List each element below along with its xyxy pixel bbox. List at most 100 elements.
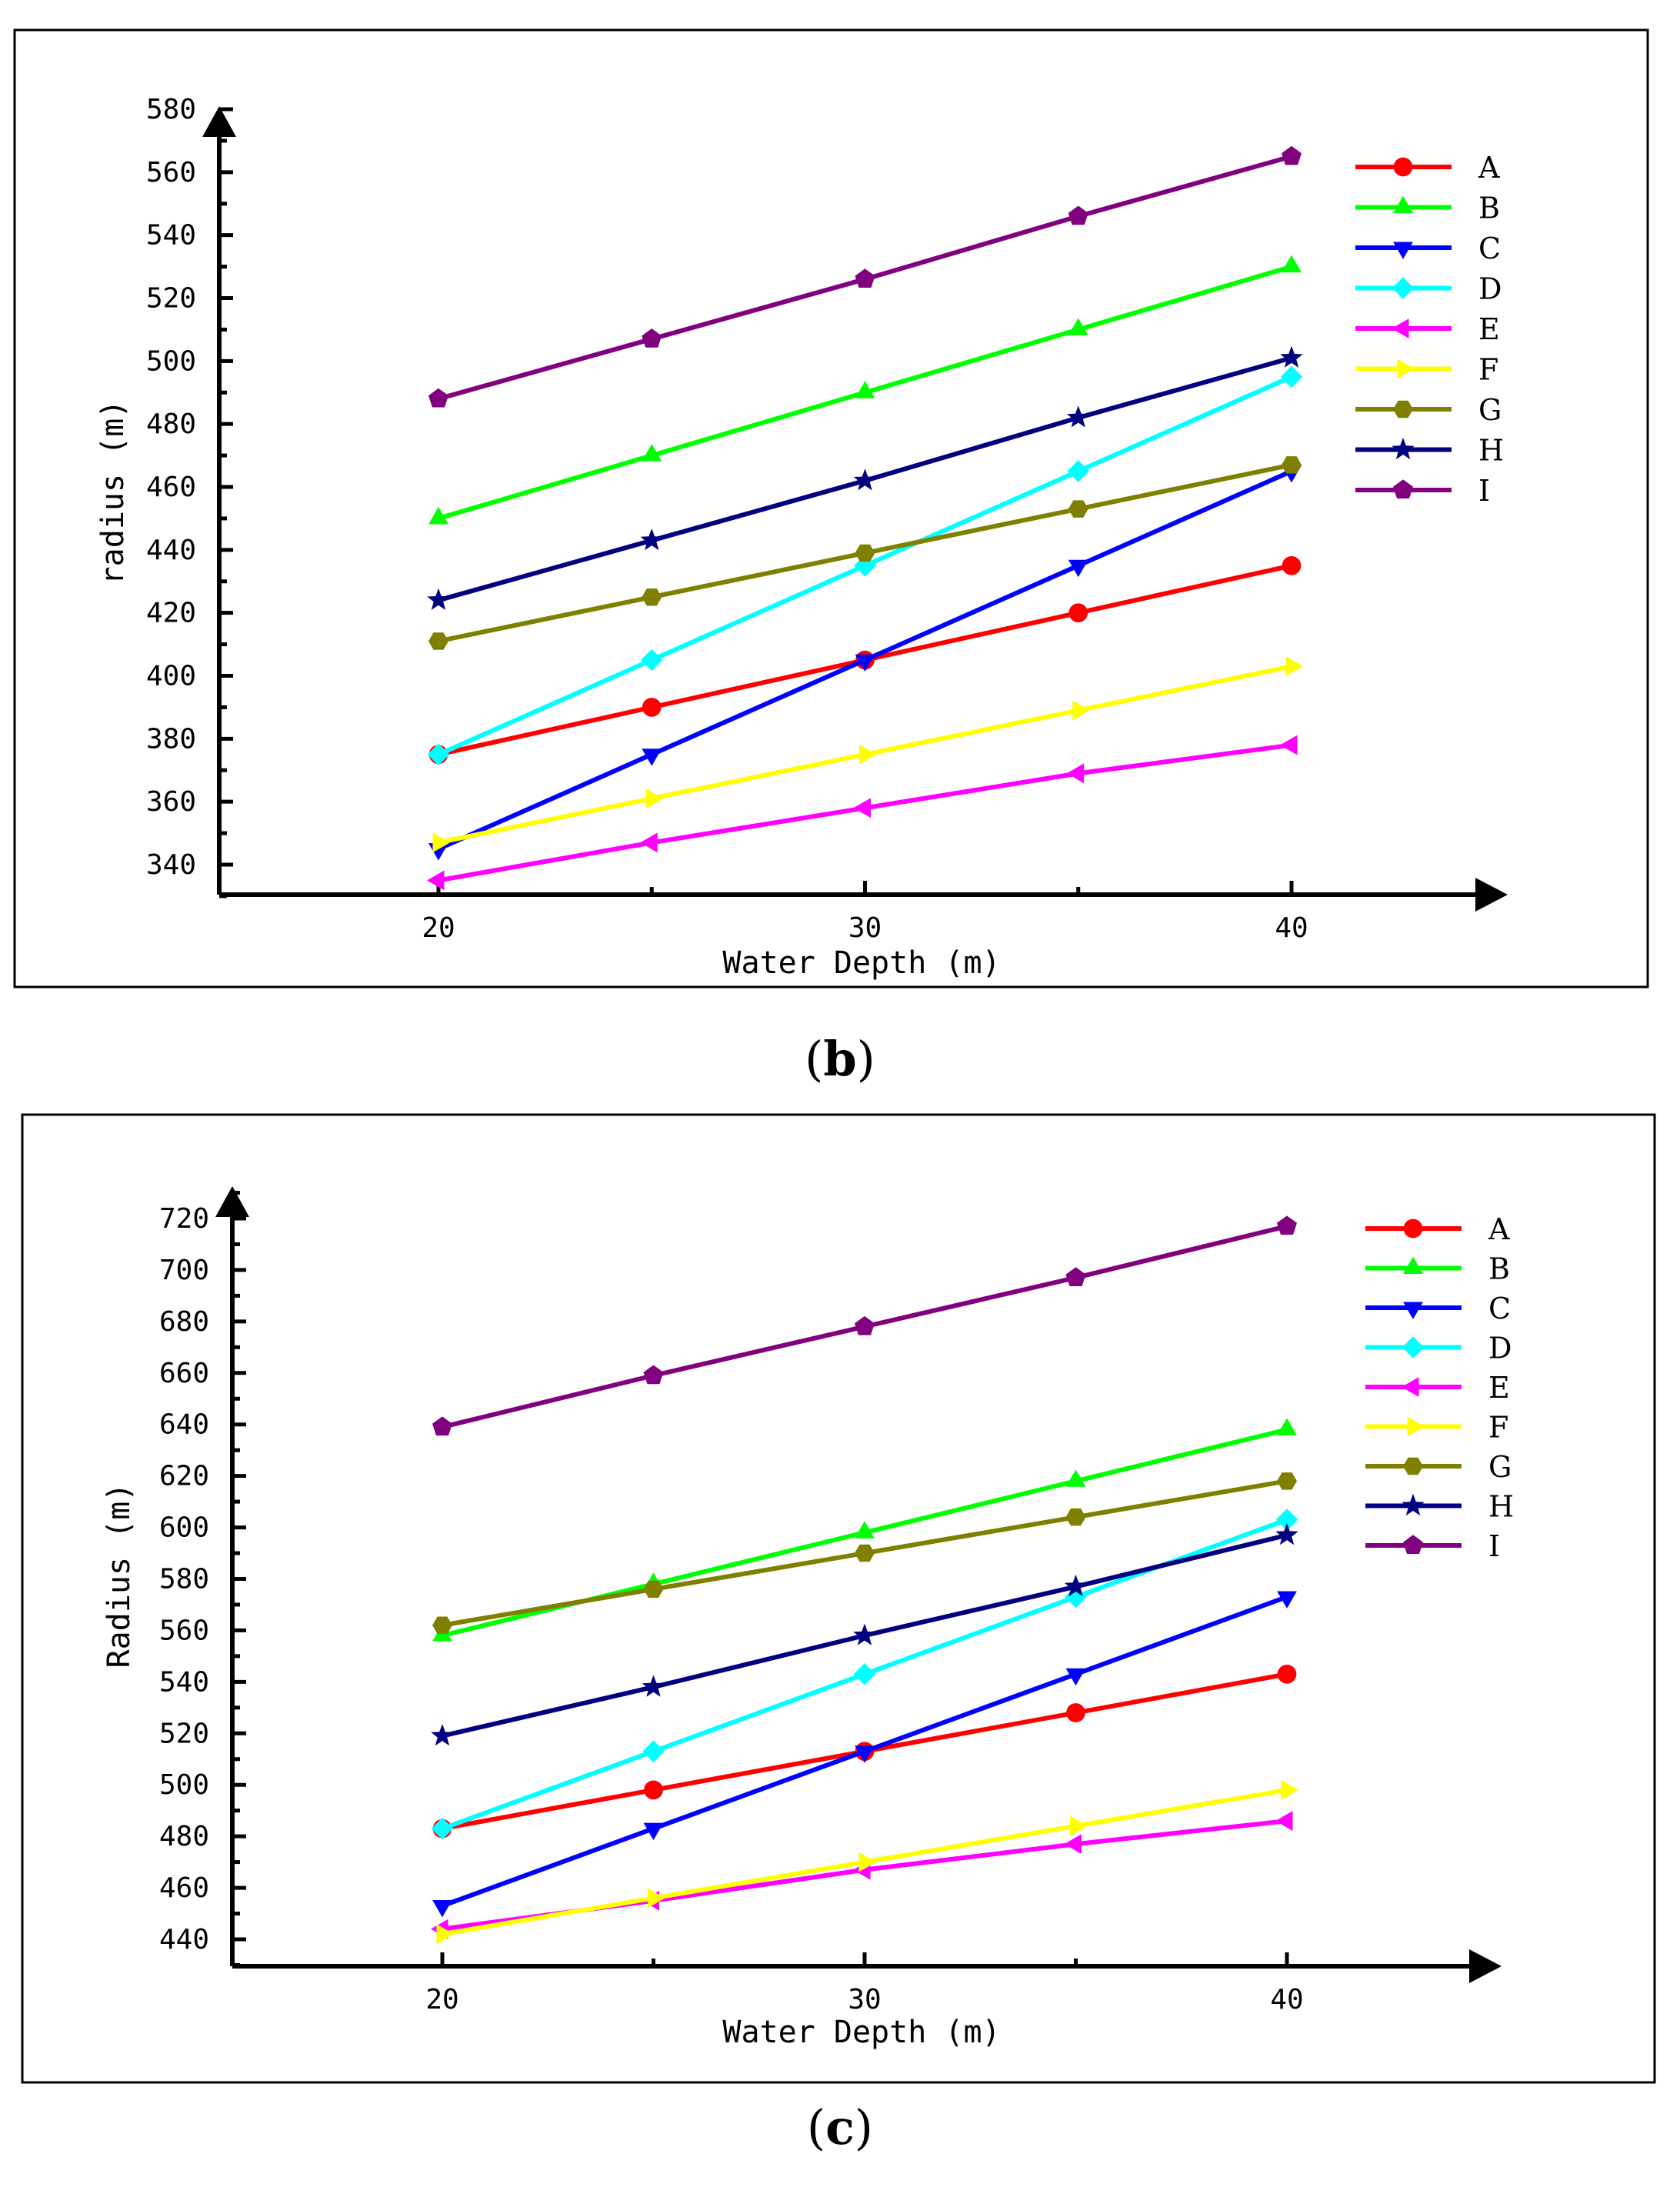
x-axis-title: Water Depth (m) (722, 2015, 1000, 2050)
data-point-I (432, 1416, 452, 1436)
y-tick-label: 720 (159, 1203, 209, 1235)
y-tick-label: 520 (159, 1718, 209, 1749)
data-point-B (428, 507, 448, 525)
legend-marker-I (1403, 1535, 1423, 1554)
legend-label: D (1478, 272, 1502, 306)
data-point-D (427, 743, 450, 766)
legend-marker-C (1393, 242, 1413, 259)
y-axis-title: radius (m) (95, 400, 131, 585)
legend-item-I: I (1365, 1529, 1500, 1563)
legend-marker-F (1407, 1416, 1425, 1437)
data-point-I (855, 1315, 875, 1335)
y-tick-label: 580 (146, 94, 196, 125)
data-point-F (1285, 656, 1303, 677)
panel-caption: (c) (807, 2099, 873, 2155)
data-point-I (1065, 1267, 1086, 1286)
data-point-C (1277, 1591, 1297, 1609)
legend-marker-C (1403, 1302, 1423, 1319)
data-point-D (853, 1663, 876, 1685)
x-axis-arrow-icon (1469, 1949, 1502, 1983)
data-point-I (643, 1365, 664, 1385)
data-point-H (853, 1623, 876, 1645)
caption-close-paren: ) (855, 2099, 873, 2155)
x-tick-label: 20 (422, 912, 455, 944)
data-point-G (642, 588, 662, 606)
data-point-G (1282, 456, 1302, 474)
data-point-I (855, 268, 875, 288)
y-axis-arrow-icon (215, 1186, 249, 1217)
legend-item-A: A (1355, 151, 1500, 185)
legend-marker-D (1392, 277, 1415, 299)
legend-item-E: E (1355, 312, 1500, 346)
legend-label: I (1488, 1529, 1500, 1563)
y-tick-label: 440 (146, 535, 196, 566)
data-point-B (1277, 1418, 1297, 1435)
data-point-G (855, 1544, 875, 1562)
legend-marker-H (1402, 1493, 1425, 1516)
data-point-I (1277, 1215, 1297, 1235)
data-point-I (1282, 145, 1302, 165)
legend-label: F (1478, 353, 1498, 387)
data-point-I (1068, 205, 1088, 225)
data-point-D (1275, 1509, 1298, 1531)
legend-marker-G (1403, 1457, 1423, 1475)
series-G (428, 456, 1302, 650)
data-point-B (1068, 318, 1088, 335)
caption-letter: c (825, 2099, 855, 2155)
legend-item-G: G (1355, 393, 1502, 427)
data-point-H (1275, 1523, 1298, 1545)
y-tick-label: 500 (159, 1769, 209, 1801)
legend-item-E: E (1365, 1371, 1510, 1405)
data-point-A (644, 1780, 663, 1800)
data-point-H (642, 1675, 665, 1697)
data-point-B (642, 444, 662, 462)
y-tick-label: 680 (159, 1306, 209, 1338)
legend-label: E (1478, 312, 1500, 346)
legend-item-B: B (1355, 192, 1500, 225)
legend-marker-E (1402, 1377, 1419, 1397)
data-point-E (427, 870, 445, 891)
data-point-F (1281, 1780, 1298, 1800)
legend-item-H: H (1355, 434, 1504, 468)
data-point-F (436, 1924, 454, 1945)
data-point-F (645, 788, 664, 808)
data-point-H (427, 588, 450, 610)
legend-item-H: H (1365, 1490, 1514, 1524)
data-point-B (1065, 1469, 1086, 1487)
legend-item-C: C (1355, 232, 1501, 265)
data-point-G (428, 632, 448, 650)
x-tick-label: 30 (848, 912, 882, 944)
chart-frame (21, 1113, 1656, 2084)
y-tick-label: 460 (146, 472, 196, 503)
data-point-I (428, 388, 448, 408)
data-point-C (1065, 1668, 1086, 1686)
data-point-C (642, 748, 662, 766)
legend-item-I: I (1355, 474, 1490, 508)
data-point-D (431, 1817, 454, 1840)
legend-label: H (1478, 434, 1504, 468)
data-point-C (855, 654, 875, 672)
data-point-G (643, 1580, 664, 1599)
legend-item-F: F (1365, 1411, 1508, 1445)
y-tick-label: 480 (146, 408, 196, 440)
legend-label: H (1488, 1490, 1514, 1524)
legend-label: A (1478, 151, 1500, 185)
data-point-B (855, 381, 875, 398)
data-point-H (640, 528, 664, 551)
data-point-B (1282, 255, 1302, 273)
y-tick-label: 600 (159, 1512, 209, 1544)
data-point-H (431, 1724, 454, 1746)
y-tick-label: 560 (146, 157, 196, 188)
data-point-H (1280, 345, 1303, 368)
y-tick-label: 620 (159, 1461, 209, 1492)
legend-marker-H (1392, 437, 1415, 460)
data-point-F (1070, 1815, 1088, 1836)
legend-label: C (1478, 232, 1501, 265)
data-point-G (1277, 1472, 1297, 1490)
y-tick-label: 340 (146, 849, 196, 881)
caption-open-paren: ( (805, 1031, 823, 1087)
legend-label: I (1478, 474, 1490, 508)
legend-marker-B (1393, 195, 1413, 213)
y-tick-label: 540 (146, 220, 196, 252)
